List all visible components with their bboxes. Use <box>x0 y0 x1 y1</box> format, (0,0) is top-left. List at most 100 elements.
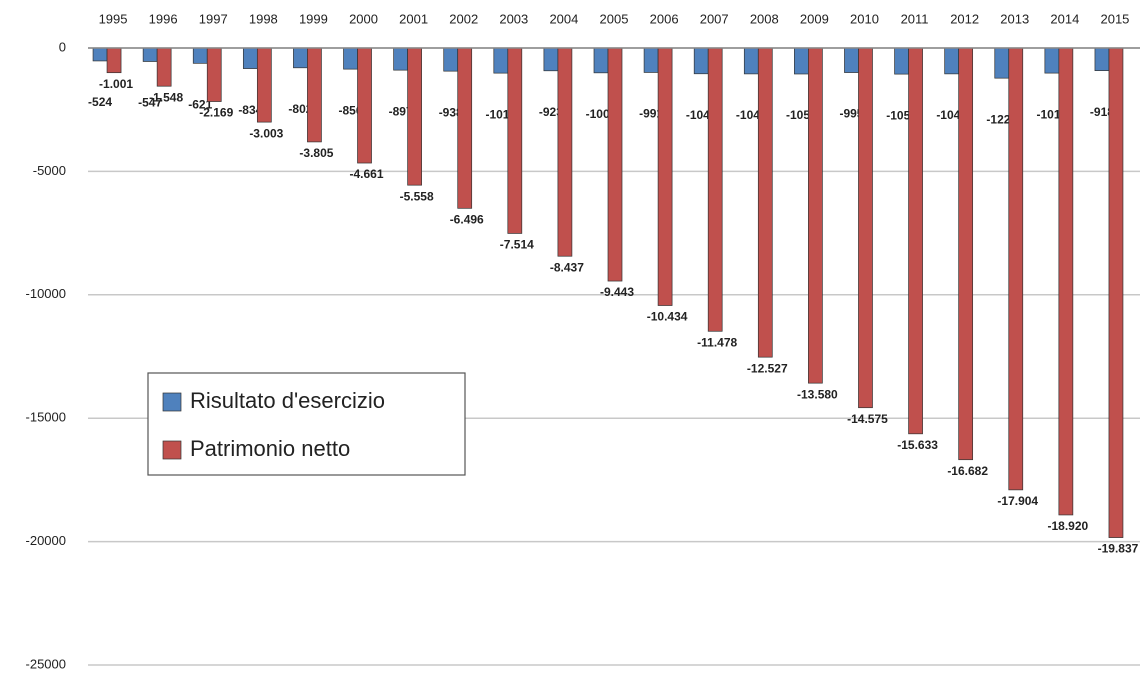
data-label: -17.904 <box>997 494 1038 508</box>
bar <box>707 47 723 332</box>
x-tick-label: 2002 <box>449 11 478 26</box>
data-label: -9.443 <box>600 285 634 299</box>
y-tick-label: -5000 <box>33 163 66 178</box>
bar <box>293 47 308 69</box>
bar <box>92 47 108 62</box>
data-label: -2.169 <box>199 106 233 120</box>
data-label: -918 <box>1090 105 1114 119</box>
data-label: -16.682 <box>947 464 988 478</box>
x-tick-label: 2008 <box>750 11 779 26</box>
bar <box>256 47 272 123</box>
data-label: -8.437 <box>550 260 584 274</box>
bar <box>994 47 1010 79</box>
x-tick-label: 1999 <box>299 11 328 26</box>
x-tick-label: 2006 <box>650 11 679 26</box>
bar <box>757 47 773 358</box>
data-label: -995 <box>839 107 863 121</box>
bar <box>1094 47 1110 72</box>
bar <box>643 47 659 73</box>
x-tick-label: 1998 <box>249 11 278 26</box>
legend-swatch <box>162 440 182 460</box>
x-tick-label: 2001 <box>399 11 428 26</box>
bar <box>343 47 358 70</box>
bar <box>844 47 859 73</box>
x-tick-label: 2010 <box>850 11 879 26</box>
bar <box>693 47 709 75</box>
bar <box>794 47 809 75</box>
x-tick-label: 2004 <box>549 11 578 26</box>
data-label: -13.580 <box>797 387 838 401</box>
x-tick-label: 2007 <box>700 11 729 26</box>
bar <box>557 47 573 257</box>
x-tick-label: 2013 <box>1000 11 1029 26</box>
y-tick-label: -15000 <box>26 410 66 425</box>
legend-swatch <box>162 392 182 412</box>
x-tick-label: 1997 <box>199 11 228 26</box>
bar <box>908 47 923 435</box>
data-label: -3.805 <box>299 146 333 160</box>
bar <box>1008 47 1024 491</box>
data-label: -18.920 <box>1048 519 1089 533</box>
legend-label: Patrimonio netto <box>190 436 350 461</box>
bar <box>242 47 258 69</box>
x-tick-label: 1996 <box>149 11 178 26</box>
y-tick-label: 0 <box>59 39 66 54</box>
data-label: -923 <box>539 105 563 119</box>
bar <box>156 47 172 87</box>
bar <box>393 47 408 71</box>
data-label: -11.478 <box>697 335 737 349</box>
data-label: -6.496 <box>450 212 484 226</box>
bar <box>192 47 208 64</box>
data-label: -991 <box>639 107 663 121</box>
x-tick-label: 2011 <box>901 11 929 26</box>
y-tick-label: -25000 <box>26 656 66 671</box>
data-label: -897 <box>389 104 413 118</box>
bar <box>206 47 222 102</box>
x-tick-label: 1995 <box>99 11 128 26</box>
y-tick-label: -20000 <box>26 533 66 548</box>
data-label: -10.434 <box>647 310 688 324</box>
bar <box>808 47 823 384</box>
bar <box>593 47 609 74</box>
bar <box>657 47 673 306</box>
data-label: -3.003 <box>249 126 283 140</box>
x-tick-label: 2012 <box>950 11 979 26</box>
data-label: -524 <box>88 95 112 109</box>
legend-label: Risultato d'esercizio <box>190 388 385 413</box>
bar <box>1044 47 1060 74</box>
bar <box>443 47 459 72</box>
bar <box>1108 47 1124 538</box>
bar <box>493 47 509 74</box>
data-label: -14.575 <box>847 412 888 426</box>
bar <box>858 47 873 409</box>
data-label: -547 <box>138 96 162 110</box>
x-tick-label: 2015 <box>1100 11 1129 26</box>
data-label: -1.548 <box>149 90 183 104</box>
bar <box>894 47 909 75</box>
data-label: -12.527 <box>747 361 788 375</box>
data-label: -802 <box>288 102 312 116</box>
bar <box>457 47 473 209</box>
data-label: -7.514 <box>500 238 534 252</box>
data-label: -834 <box>238 103 262 117</box>
data-label: -856 <box>339 103 363 117</box>
legend: Risultato d'esercizio Patrimonio netto <box>147 372 466 476</box>
bar <box>607 47 623 282</box>
data-label: -5.558 <box>400 189 434 203</box>
x-tick-label: 2005 <box>600 11 629 26</box>
bar <box>106 47 122 74</box>
data-label: -1.001 <box>99 77 133 91</box>
legend-box <box>147 372 466 476</box>
bar <box>543 47 559 72</box>
bar <box>357 47 372 164</box>
y-tick-label: -10000 <box>26 286 66 301</box>
x-tick-label: 2000 <box>349 11 378 26</box>
data-label: -19.837 <box>1098 542 1139 556</box>
data-label: -15.633 <box>897 438 938 452</box>
bar <box>307 47 322 143</box>
bar <box>958 47 974 461</box>
bar <box>1058 47 1074 516</box>
bar <box>507 47 523 234</box>
bar <box>944 47 960 75</box>
